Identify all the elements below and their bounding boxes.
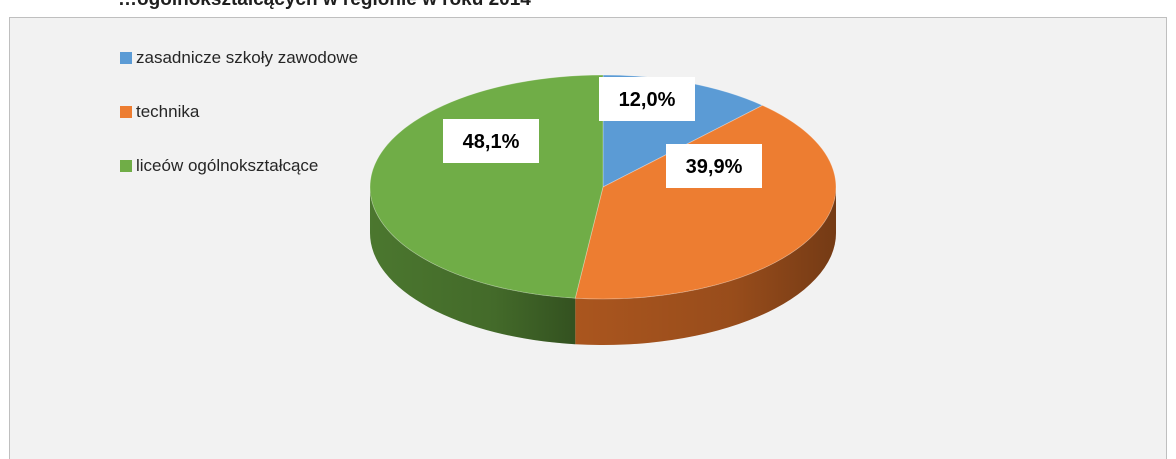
legend-swatch-zasadnicze xyxy=(120,52,132,64)
pie-side-shade-licea xyxy=(370,187,576,345)
data-label-box-zasadnicze xyxy=(599,77,695,121)
legend-label-technika: technika xyxy=(136,102,200,121)
legend: zasadnicze szkoły zawodowe technika lice… xyxy=(120,48,358,210)
pie-sides xyxy=(370,187,836,345)
pie-side-shade-technika xyxy=(575,187,836,345)
legend-label-licea: liceów ogólnokształcące xyxy=(136,156,319,175)
legend-swatch-licea xyxy=(120,160,132,172)
data-label-box-licea xyxy=(443,119,539,163)
pie-slice-technika xyxy=(574,104,837,300)
legend-label-zasadnicze: zasadnicze szkoły zawodowe xyxy=(136,48,359,67)
data-label-box-technika xyxy=(666,144,762,188)
pie-tops xyxy=(369,74,837,300)
chart-title-clipped: …ogólnokształcących w regionie w roku 20… xyxy=(118,0,531,10)
pie-data-labels: 12,0% 39,9% 48,1% xyxy=(443,77,762,188)
data-label-zasadnicze: 12,0% xyxy=(619,89,676,111)
legend-item-technika: technika xyxy=(120,102,358,122)
legend-item-zasadnicze: zasadnicze szkoły zawodowe xyxy=(120,48,358,68)
pie-slice-licea xyxy=(369,74,604,299)
legend-swatch-technika xyxy=(120,106,132,118)
legend-item-licea: liceów ogólnokształcące xyxy=(120,156,358,176)
data-label-technika: 39,9% xyxy=(686,156,743,178)
data-label-licea: 48,1% xyxy=(463,131,520,153)
